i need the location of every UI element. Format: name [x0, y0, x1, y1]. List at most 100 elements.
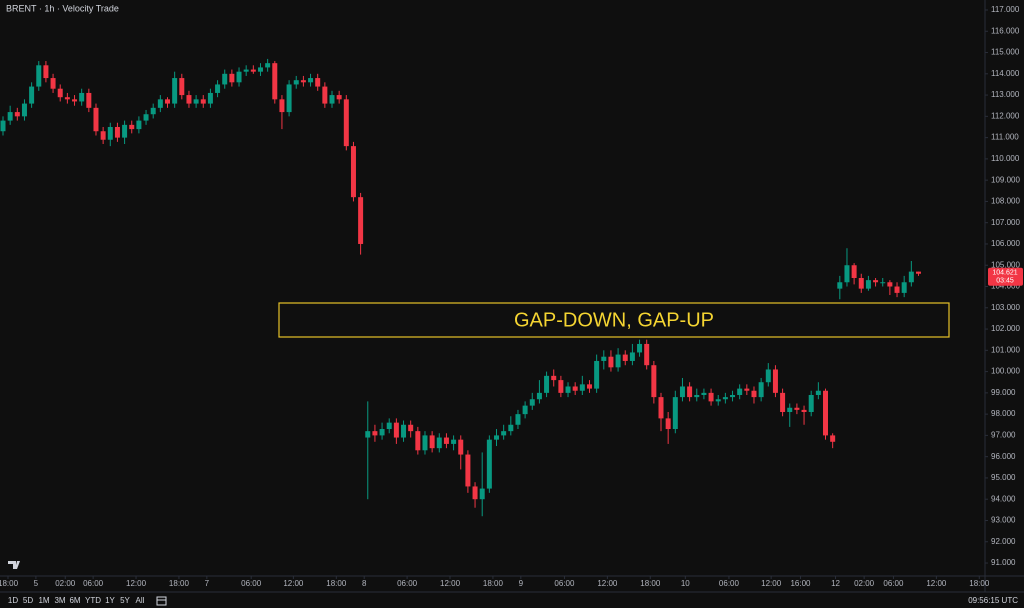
candle-body [780, 392, 786, 413]
candle-body [0, 120, 6, 132]
candle-body [486, 439, 492, 489]
logo-shape [8, 561, 20, 569]
range-button[interactable]: 1M [38, 596, 49, 605]
candle-body [215, 84, 221, 93]
candle-body [851, 265, 857, 279]
candle-body [608, 356, 614, 368]
candle-body [21, 103, 27, 117]
candle-body [393, 422, 399, 438]
range-button[interactable]: 5Y [120, 596, 130, 605]
candle-body [622, 354, 628, 361]
candle-body [100, 131, 106, 140]
candle-body [365, 431, 371, 438]
candle-body [801, 409, 807, 413]
candle-body [737, 388, 743, 395]
y-tick-label: 109.000 [991, 175, 1020, 184]
candle-body [308, 78, 314, 83]
candle-body [143, 114, 149, 121]
range-button[interactable]: 1Y [105, 596, 115, 605]
candle-body [200, 99, 206, 104]
candle-body [629, 352, 635, 361]
y-tick-label: 107.000 [991, 218, 1020, 227]
candle-body [494, 435, 500, 440]
candle-body [565, 386, 571, 393]
candle-body [672, 397, 678, 430]
calendar-frame [156, 596, 167, 606]
x-tick-label: 18:00 [326, 579, 347, 588]
range-button[interactable]: 3M [54, 596, 65, 605]
tv-logo [8, 561, 20, 569]
candle-body [93, 107, 99, 132]
candle-body [107, 126, 113, 140]
candle-body [172, 78, 178, 104]
calendar-icon[interactable] [156, 596, 167, 606]
countdown: 03:45 [996, 278, 1014, 285]
x-tick-label: 06:00 [719, 579, 740, 588]
y-tick-label: 115.000 [991, 48, 1020, 57]
y-tick-label: 97.000 [991, 431, 1016, 440]
candle-body [837, 282, 843, 289]
candle-body [744, 388, 750, 391]
y-tick-label: 92.000 [991, 537, 1016, 546]
y-tick-label: 114.000 [991, 69, 1020, 78]
y-tick-label: 100.000 [991, 367, 1020, 376]
candle-body [222, 73, 228, 85]
candle-body [708, 392, 714, 402]
candle-body [858, 278, 864, 289]
candle-body [579, 384, 585, 391]
candle-body [300, 80, 306, 83]
range-button[interactable]: All [136, 596, 145, 605]
candle-body [286, 84, 292, 113]
candle-body [336, 95, 342, 100]
candle-body [86, 92, 92, 108]
range-button[interactable]: YTD [85, 596, 101, 605]
candle-body [658, 397, 664, 419]
x-tick-label: 18:00 [969, 579, 990, 588]
x-tick-label: 5 [34, 579, 39, 588]
candle-body [808, 394, 814, 413]
x-tick-label: 12:00 [126, 579, 147, 588]
candle-body [350, 146, 356, 198]
x-tick-label: 12:00 [440, 579, 461, 588]
candle-body [129, 124, 135, 130]
x-tick-label: 12:00 [597, 579, 618, 588]
x-tick-label: 02:00 [55, 579, 76, 588]
range-button[interactable]: 6M [69, 596, 80, 605]
y-tick-label: 117.000 [991, 5, 1020, 14]
candle-body [64, 97, 70, 100]
candle-body [372, 431, 378, 436]
x-tick-label: 12:00 [926, 579, 947, 588]
candles [0, 58, 921, 517]
y-tick-label: 93.000 [991, 516, 1016, 525]
y-tick-label: 111.000 [991, 133, 1019, 142]
last-price-box [988, 267, 1023, 286]
range-button[interactable]: 5D [23, 596, 33, 605]
chart-title: BRENT · 1h · Velocity Trade [6, 3, 119, 13]
candle-body [901, 282, 907, 293]
candle-body [880, 282, 886, 284]
candle-body [601, 356, 607, 361]
candle-body [615, 354, 621, 368]
candle-body [865, 280, 871, 289]
y-tick-label: 108.000 [991, 197, 1020, 206]
candle-body [443, 437, 449, 444]
candle-body [522, 405, 528, 415]
candle-body [408, 424, 414, 432]
y-tick-label: 113.000 [991, 90, 1020, 99]
candle-body [293, 80, 299, 85]
x-tick-label: 12 [831, 579, 840, 588]
candle-body [873, 280, 879, 283]
candle-body [765, 369, 771, 383]
candle-body [515, 414, 521, 425]
candle-body [150, 107, 156, 115]
range-button[interactable]: 1D [8, 596, 18, 605]
x-tick-label: 18:00 [483, 579, 504, 588]
candle-body [322, 86, 328, 104]
candle-body [772, 369, 778, 393]
candle-body [465, 454, 471, 487]
candle-body [794, 407, 800, 410]
candle-body [265, 63, 271, 68]
candle-body [730, 394, 736, 398]
candle-body [894, 286, 900, 293]
